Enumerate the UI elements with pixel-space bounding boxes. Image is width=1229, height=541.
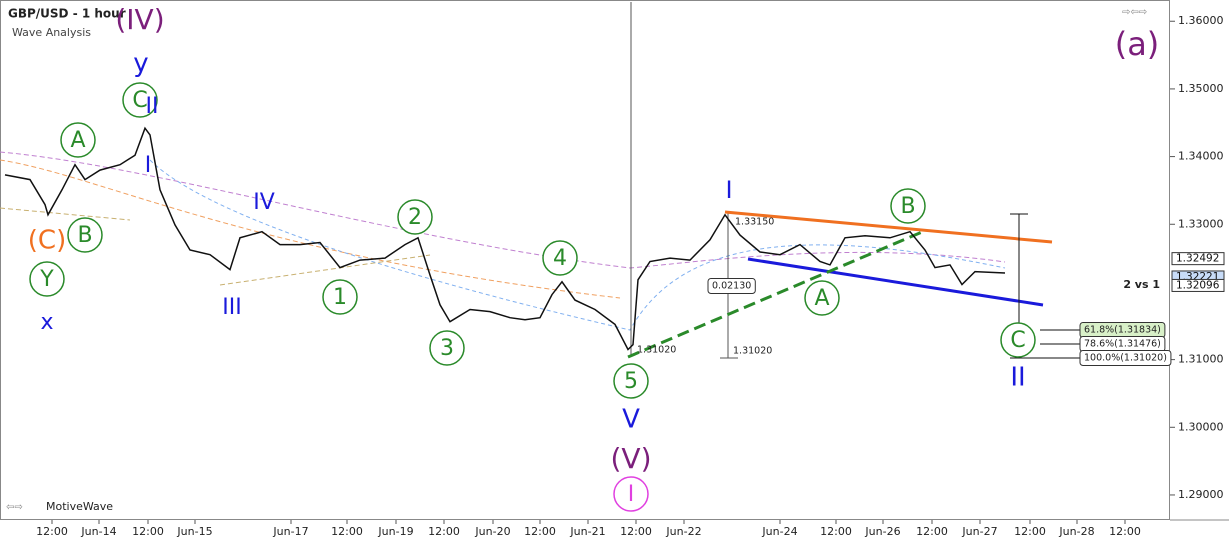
- y-tick-label: 1.34000: [1178, 150, 1224, 163]
- x-tick-label: 12:00: [820, 525, 852, 538]
- wave-circle: [890, 188, 926, 224]
- x-tick-label: 12:00: [1109, 525, 1141, 538]
- nav-arrows[interactable]: ⇦⇨: [6, 502, 23, 513]
- wave-label: I: [628, 482, 635, 507]
- x-tick-label: Jun-21: [569, 525, 605, 538]
- x-tick-label: Jun-22: [665, 525, 701, 538]
- wave-label: 5: [624, 369, 638, 394]
- x-tick-label: Jun-17: [272, 525, 308, 538]
- wave-label: x: [40, 310, 53, 335]
- wave-label: IV: [253, 190, 275, 215]
- wave-label: I: [725, 176, 732, 204]
- x-tick-label: 12:00: [36, 525, 68, 538]
- wave-circle: [613, 476, 649, 512]
- wave-circle: [29, 261, 65, 297]
- footer: MotiveWave: [46, 500, 113, 513]
- wave-label: A: [70, 128, 85, 153]
- wave-label: (V): [610, 442, 651, 475]
- annotation: 0.02130: [712, 281, 751, 292]
- wave-label: y: [133, 49, 148, 79]
- annotation: 1.33150: [735, 217, 774, 228]
- price-box: [1171, 278, 1225, 292]
- wave-circle: [429, 330, 465, 366]
- wave-label: 1: [333, 285, 347, 310]
- wave-label: B: [77, 223, 92, 248]
- wave-label: I: [145, 153, 152, 178]
- moving-average: [149, 159, 1006, 331]
- y-tick-label: 1.30000: [1178, 420, 1224, 433]
- wave-label: (IV): [115, 3, 164, 36]
- wave-circle: [122, 82, 158, 118]
- x-tick-label: Jun-24: [761, 525, 797, 538]
- chart-subtitle: Wave Analysis: [12, 26, 91, 39]
- y-tick-label: 1.31000: [1178, 353, 1224, 366]
- wave-label: 2: [408, 205, 422, 230]
- x-tick-label: Jun-27: [961, 525, 997, 538]
- plot-frame: [0, 0, 1170, 520]
- y-tick-label: 1.35000: [1178, 82, 1224, 95]
- annotation-box: [707, 278, 756, 294]
- annotation: 100.0%(1.31020): [1084, 353, 1167, 364]
- wave-label: II: [146, 94, 159, 119]
- wave-circle: [322, 279, 358, 315]
- trend-line: [747, 257, 1044, 307]
- y-tick-label: 1.33000: [1178, 217, 1224, 230]
- wave-label: A: [814, 286, 829, 311]
- moving-average: [0, 207, 431, 286]
- wave-circle: [60, 122, 96, 158]
- wave-circle: [1000, 322, 1036, 358]
- x-tick-label: Jun-15: [176, 525, 212, 538]
- x-tick-label: Jun-26: [864, 525, 900, 538]
- price-box: [1171, 252, 1225, 266]
- annotation: 1.31020: [637, 345, 676, 356]
- wave-label: B: [900, 194, 915, 219]
- price-label: 1.32492: [1176, 253, 1219, 265]
- wave-circle: [804, 280, 840, 316]
- price-label: 1.32096: [1176, 279, 1220, 291]
- wave-label: C: [132, 88, 147, 113]
- x-tick-label: 12:00: [132, 525, 164, 538]
- wave-circle: [542, 240, 578, 276]
- annotation-box: [1079, 350, 1172, 366]
- wave-label: III: [222, 295, 241, 320]
- wave-circle: [397, 199, 433, 235]
- chart-title: GBP/USD - 1 hour: [8, 7, 126, 21]
- x-tick-label: 12:00: [1014, 525, 1046, 538]
- wave-label: II: [1010, 363, 1025, 393]
- x-tick-label: 12:00: [331, 525, 363, 538]
- y-tick-label: 1.36000: [1178, 14, 1224, 27]
- wave-label: C: [1010, 328, 1025, 353]
- nav-arrows[interactable]: ⇨⇦⇨: [1122, 7, 1147, 18]
- wave-label: 4: [553, 246, 567, 271]
- x-tick-label: 12:00: [524, 525, 556, 538]
- trend-line: [724, 210, 1053, 244]
- x-tick-label: 12:00: [620, 525, 652, 538]
- x-tick-label: Jun-19: [377, 525, 413, 538]
- x-tick-label: 12:00: [428, 525, 460, 538]
- wave-label: 3: [440, 336, 454, 361]
- annotation: 1.31020: [733, 346, 772, 357]
- annotation: 78.6%(1.31476): [1084, 339, 1161, 350]
- annotation: 2 vs 1: [1123, 278, 1160, 291]
- y-tick-label: 1.29000: [1178, 488, 1224, 501]
- x-tick-label: Jun-14: [80, 525, 116, 538]
- wave-label: V: [622, 405, 640, 435]
- wave-circle: [613, 363, 649, 399]
- x-tick-label: Jun-28: [1058, 525, 1094, 538]
- wave-label: Y: [39, 267, 54, 292]
- wave-label: (C): [28, 226, 66, 256]
- price-line: [4, 126, 1006, 351]
- x-tick-label: Jun-20: [474, 525, 510, 538]
- moving-average: [0, 159, 621, 299]
- annotation: 61.8%(1.31834): [1084, 325, 1161, 336]
- wave-label: (a): [1115, 25, 1160, 63]
- x-tick-label: 12:00: [916, 525, 948, 538]
- wave-circle: [67, 217, 103, 253]
